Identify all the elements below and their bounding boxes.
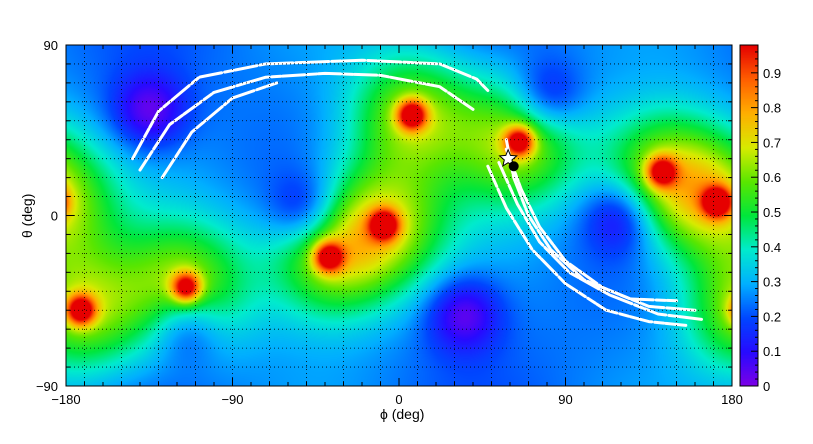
x-axis-title: ϕ (deg) [380,406,424,422]
y-axis-title: θ (deg) [19,194,35,238]
x-tick-label: 90 [558,392,572,407]
markers [498,148,519,172]
x-axis: −180 −90 0 90 180 [51,45,743,407]
y-tick-label: 90 [44,38,58,53]
color-scale-bar [740,45,758,386]
x-tick-label: −180 [51,392,80,407]
grid [66,45,732,386]
arc-7 [486,164,688,327]
z-tick-label: 0.7 [763,135,781,150]
color-scale-ticks: 0 0.1 0.2 0.3 0.4 0.5 0.6 0.7 0.8 0.9 [751,51,781,394]
arcs-layer [131,58,706,327]
x-tick-label: 0 [395,392,402,407]
x-tick-label: −90 [221,392,243,407]
y-axis: −90 0 90 [36,38,732,394]
z-tick-label: 0.8 [763,101,781,116]
z-tick-label: 0.5 [763,205,781,220]
z-tick-label: 0.9 [763,66,781,81]
z-tick-label: 0.3 [763,275,781,290]
y-tick-label: 0 [51,209,58,224]
x-tick-label: 180 [721,392,743,407]
arc-3 [160,81,279,180]
arc-1 [131,58,490,161]
z-tick-label: 0.4 [763,240,781,255]
z-tick-label: 0 [763,379,770,394]
z-tick-label: 0.1 [763,344,781,359]
z-tick-label: 0.6 [763,170,781,185]
color-scale: 0 0.1 0.2 0.3 0.4 0.5 0.6 0.7 0.8 0.9 [739,44,781,394]
z-tick-label: 0.2 [763,309,781,324]
y-tick-label: −90 [36,379,58,394]
plot-area [65,44,733,387]
color-scale-frame [739,44,759,387]
arc-2 [138,71,475,172]
circle-marker [508,161,519,172]
arc-6 [497,161,706,322]
